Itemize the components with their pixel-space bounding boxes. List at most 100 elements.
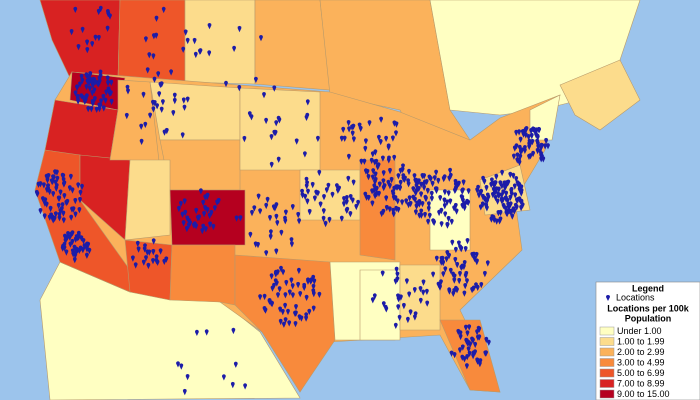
location-pin: [384, 306, 389, 313]
location-pin: [341, 126, 346, 133]
location-pin: [498, 180, 503, 187]
location-pin: [148, 112, 152, 119]
location-pin: [92, 87, 97, 94]
location-pin: [500, 183, 504, 190]
location-pin: [498, 216, 503, 223]
location-pin: [130, 255, 135, 262]
location-pin: [43, 197, 48, 204]
location-pin: [205, 193, 210, 201]
location-pin: [475, 258, 479, 265]
location-pin: [396, 173, 401, 180]
location-pin: [439, 207, 444, 215]
location-pin: [497, 186, 501, 193]
location-pin: [394, 130, 398, 137]
location-pin: [200, 227, 205, 235]
location-pin: [346, 119, 351, 127]
location-pin: [366, 173, 371, 181]
location-pin: [60, 202, 65, 209]
location-pin: [511, 172, 516, 180]
location-pin: [237, 84, 242, 92]
location-pin: [156, 71, 161, 78]
location-pin: [494, 173, 499, 181]
location-pin: [105, 75, 110, 82]
location-pin: [80, 183, 84, 191]
location-pin: [66, 230, 70, 238]
location-pin: [418, 297, 423, 304]
location-pin: [484, 184, 489, 192]
location-pin: [389, 176, 394, 184]
location-pin: [412, 173, 417, 180]
location-pin: [465, 340, 470, 347]
location-pin: [482, 178, 487, 185]
location-pin: [98, 69, 103, 76]
location-pin: [415, 201, 420, 209]
location-pin: [460, 188, 465, 195]
location-pin: [523, 144, 527, 152]
location-pin: [98, 102, 103, 109]
location-pin: [287, 320, 292, 327]
location-pin: [300, 188, 304, 196]
location-pin: [143, 121, 148, 128]
location-pin: [94, 106, 99, 113]
location-pin: [69, 214, 74, 221]
location-pin: [377, 190, 381, 197]
location-pin: [342, 200, 346, 208]
location-pin: [211, 223, 216, 231]
location-pin: [141, 91, 146, 99]
location-pin: [504, 190, 509, 197]
location-pin: [503, 195, 508, 202]
location-pin: [442, 197, 447, 204]
location-pin: [96, 8, 101, 16]
location-pin: [507, 208, 511, 215]
location-pin: [474, 251, 479, 259]
location-pin: [524, 125, 529, 133]
location-pin: [465, 237, 470, 245]
location-pin: [370, 151, 375, 158]
location-pin: [143, 36, 148, 43]
location-pin: [424, 178, 429, 186]
location-pin: [270, 300, 274, 308]
location-pin: [298, 290, 303, 298]
location-pin: [54, 182, 59, 190]
location-pin: [208, 221, 212, 228]
location-pin: [77, 247, 82, 254]
location-pin: [317, 291, 322, 298]
location-pin: [187, 217, 191, 225]
location-pin: [91, 76, 96, 83]
location-pin: [339, 215, 344, 222]
location-pin: [321, 215, 326, 223]
location-pin: [471, 285, 476, 292]
location-pin: [464, 270, 469, 278]
location-pin: [367, 120, 372, 127]
location-pin: [284, 209, 288, 216]
legend-class-label: 1.00 to 1.99: [617, 336, 665, 346]
location-pin: [344, 194, 349, 202]
location-pin: [194, 207, 199, 215]
location-pin: [105, 25, 110, 32]
location-pin: [297, 267, 301, 275]
legend-class-label: 9.00 to 15.00: [617, 389, 670, 399]
location-pin: [519, 199, 524, 206]
location-pin: [330, 191, 335, 198]
location-pin: [160, 99, 165, 106]
location-pin: [272, 282, 276, 289]
location-pin: [41, 196, 45, 203]
location-pin: [378, 138, 383, 146]
location-pin: [501, 202, 506, 210]
location-pin: [209, 209, 214, 217]
location-pin: [85, 39, 89, 46]
region: [559, 59, 641, 131]
location-pin: [371, 174, 375, 181]
location-pin: [57, 215, 62, 222]
location-pin: [362, 158, 367, 165]
location-pin: [159, 106, 164, 113]
location-pin: [407, 195, 412, 202]
location-pin: [372, 183, 377, 190]
location-pin: [143, 243, 147, 250]
location-pin: [508, 171, 513, 178]
location-pin: [479, 281, 484, 289]
location-pin: [61, 210, 66, 217]
location-pin: [172, 92, 177, 99]
location-pin: [420, 172, 425, 180]
location-pin: [489, 216, 494, 223]
